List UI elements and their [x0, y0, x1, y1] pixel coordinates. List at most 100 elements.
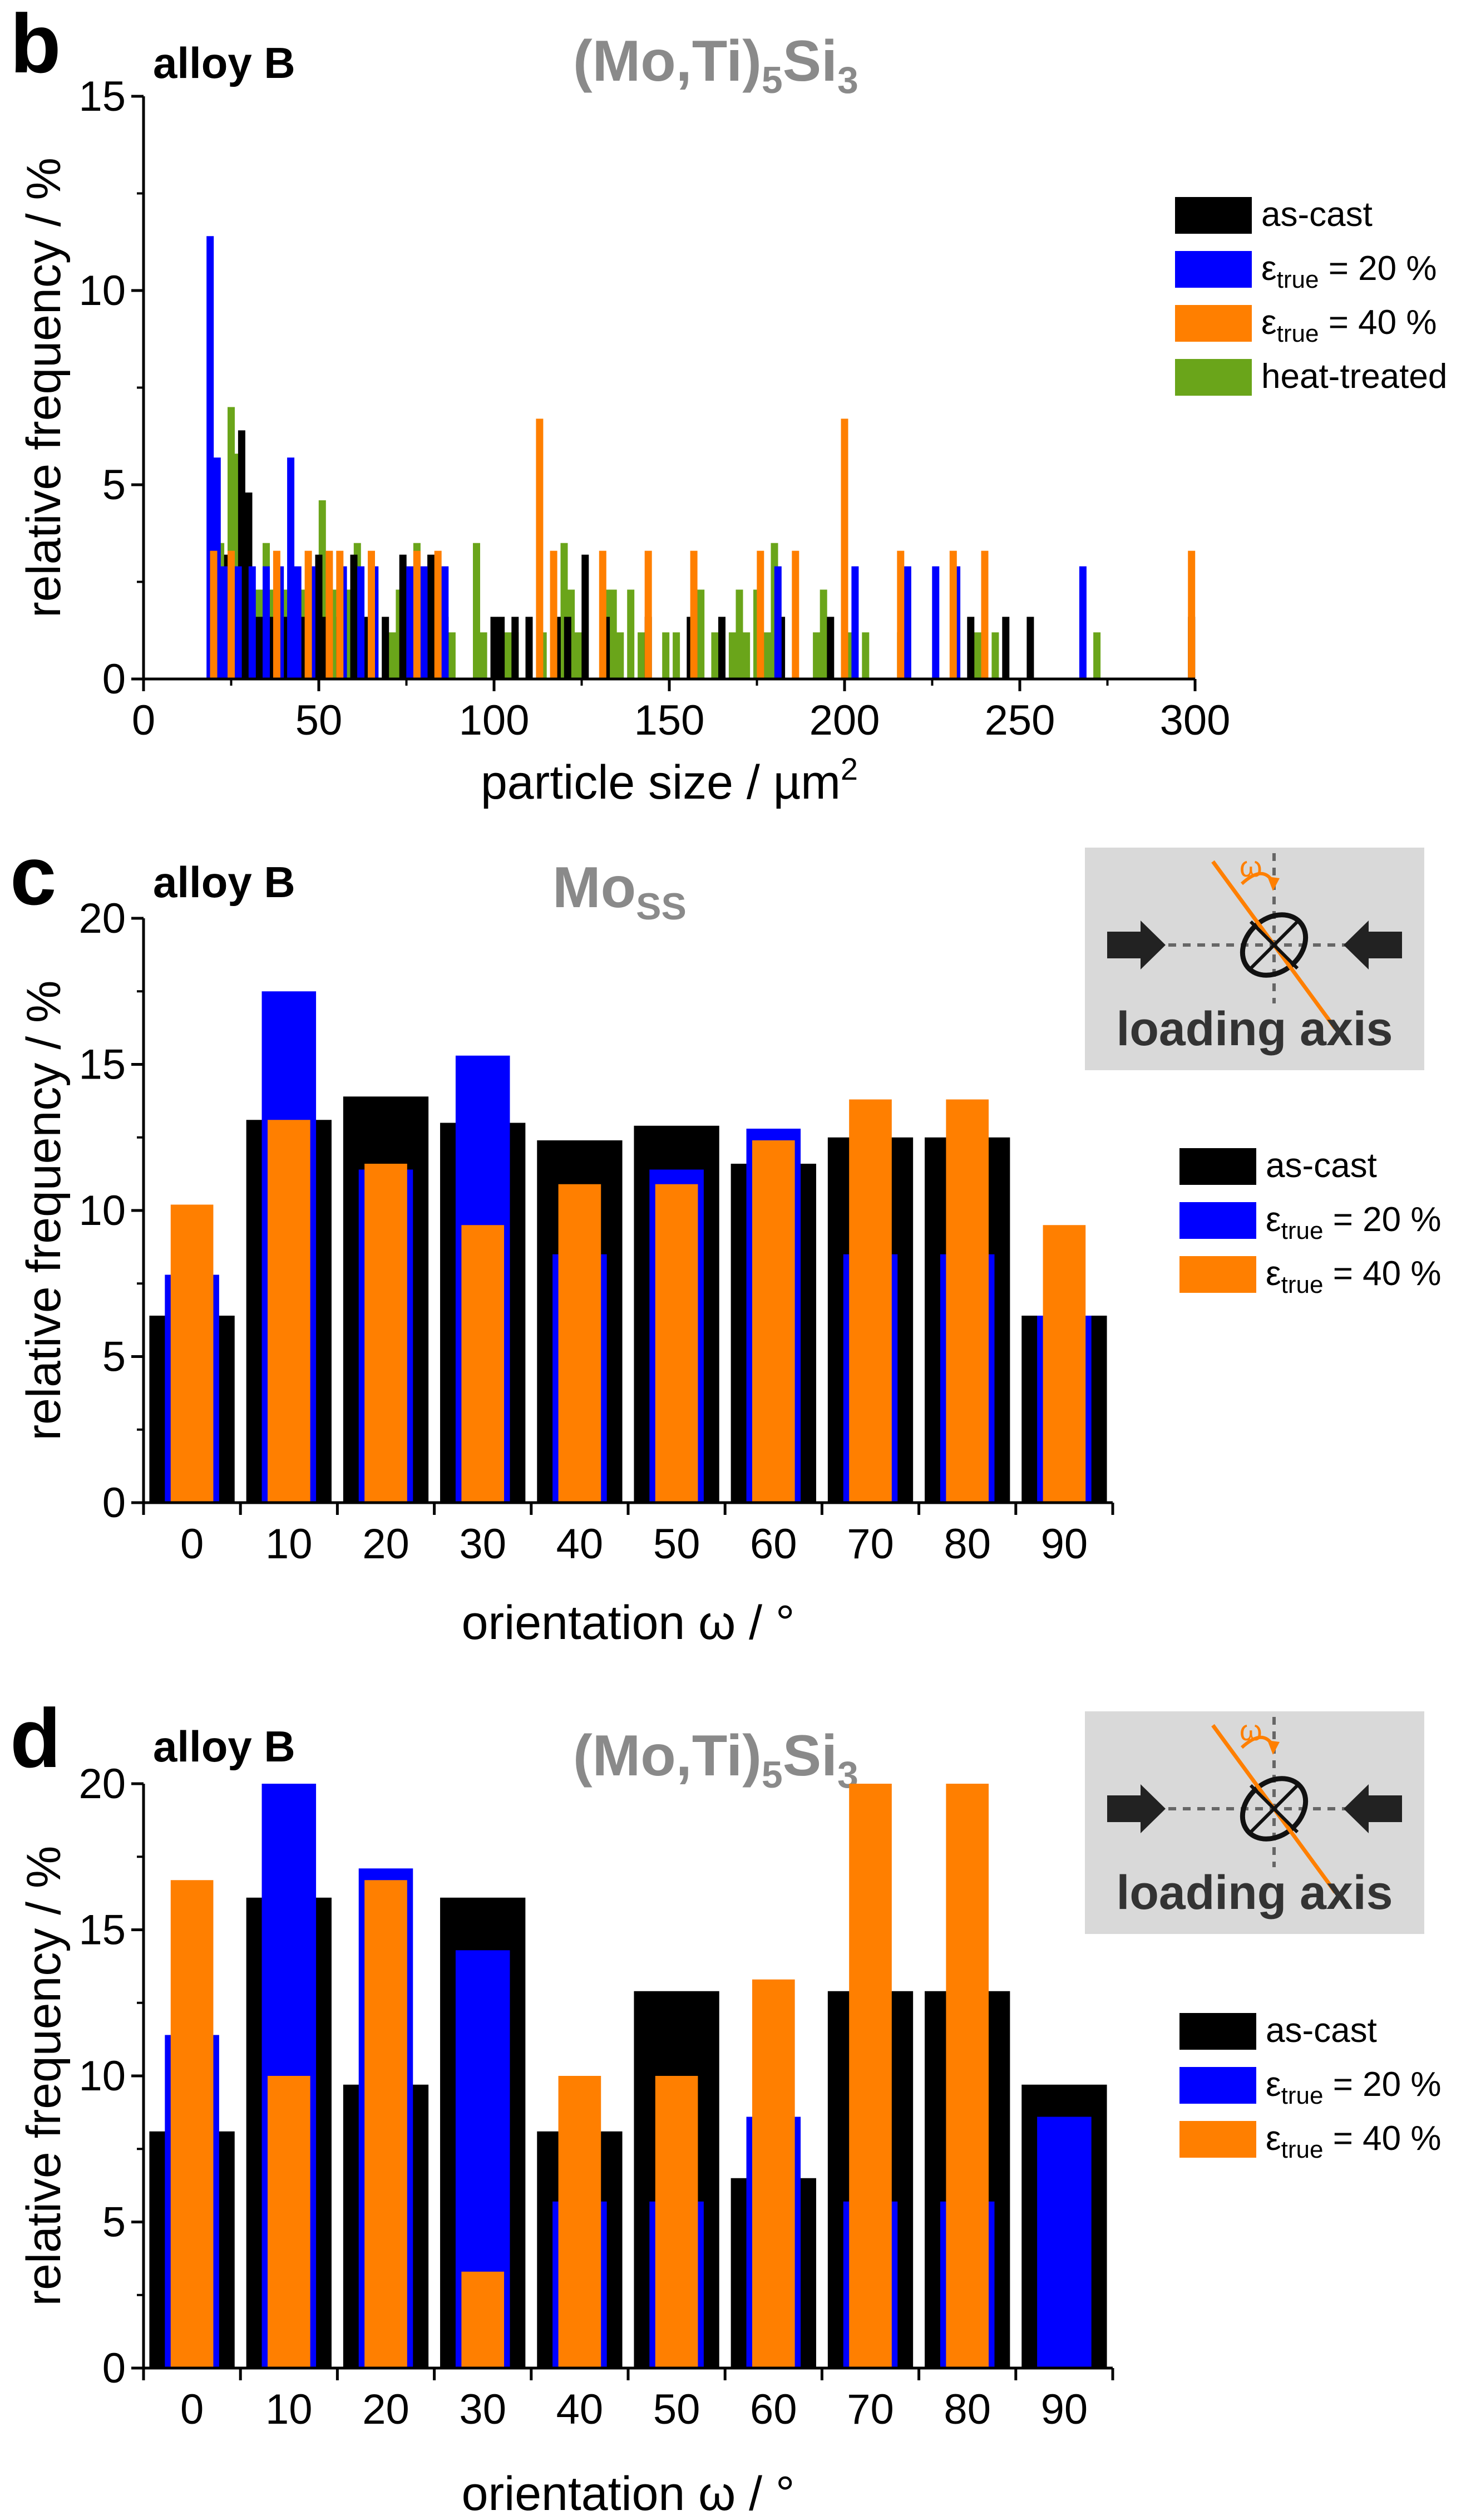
x-tick-label: 150 [634, 697, 705, 744]
x-tick-label: 0 [180, 2386, 204, 2433]
left-load-arrow [1107, 1784, 1166, 1833]
bar [655, 2076, 698, 2368]
right-load-arrow [1344, 1784, 1402, 1833]
x-tick-label: 20 [362, 1520, 409, 1568]
bar [273, 550, 280, 679]
bar [897, 550, 905, 679]
x-tick-label: 60 [750, 1520, 797, 1568]
bar [441, 566, 449, 679]
bar [325, 550, 333, 679]
bar [991, 632, 999, 679]
y-tick-label: 10 [78, 1187, 126, 1234]
bar [1188, 550, 1196, 679]
bar [364, 1164, 407, 1503]
legend-swatch-eps40 [1175, 305, 1252, 342]
bar [550, 550, 557, 679]
legend-swatch-eps20 [1179, 1202, 1256, 1239]
bar [752, 1979, 795, 2368]
x-tick-label: 30 [459, 1520, 506, 1568]
y-axis-label: relative frequency / % [17, 1846, 71, 2306]
bar [763, 632, 771, 679]
legend: as-cast εtrue = 20 % εtrue = 40 % [1179, 1146, 1441, 1298]
legend-label: as-cast [1266, 1146, 1377, 1185]
inset-caption: loading axis [1116, 1002, 1393, 1056]
bar [757, 550, 764, 679]
bar [627, 589, 635, 679]
bar [662, 632, 670, 679]
loading-axis-inset: ω loading axis [1085, 848, 1424, 1070]
x-tick-label: 90 [1041, 1520, 1088, 1568]
bar [736, 589, 743, 679]
panel-d: d alloy B (Mo,Ti)5Si3 0 5 10 15 20 0 10 20 30 40 50 60… [10, 1691, 1441, 2520]
bar [210, 550, 218, 679]
bar [849, 1099, 892, 1503]
bar [490, 617, 498, 679]
bar [718, 617, 725, 679]
x-tick-label: 80 [944, 1520, 991, 1568]
legend-swatch-as-cast [1175, 197, 1252, 234]
bar [511, 617, 519, 679]
ellipse-minor-axis [1249, 920, 1299, 970]
bar [504, 632, 512, 679]
x-tick-label: 30 [459, 2386, 506, 2433]
y-tick-label: 0 [102, 656, 126, 703]
bar [263, 566, 270, 679]
y-tick-label: 0 [102, 2345, 126, 2392]
bar [525, 617, 533, 679]
bar [564, 617, 571, 679]
series-eps40 [170, 1784, 989, 2368]
bar [368, 550, 375, 679]
x-tick-label: 0 [180, 1520, 204, 1568]
bar [558, 2076, 601, 2368]
bar [820, 589, 827, 679]
y-tick-label: 10 [78, 2053, 126, 2100]
legend-label: εtrue = 20 % [1261, 249, 1437, 293]
bar [981, 550, 989, 679]
bar [350, 554, 358, 679]
bar [267, 1120, 310, 1503]
bar [949, 550, 957, 679]
bar [294, 566, 302, 679]
right-load-arrow [1344, 921, 1402, 969]
bar [849, 1784, 892, 2368]
bar [170, 1880, 214, 2368]
x-tick-label: 40 [556, 2386, 604, 2433]
bar [946, 1784, 989, 2368]
legend-label: εtrue = 40 % [1261, 303, 1437, 347]
x-tick-label: 40 [556, 1520, 604, 1568]
phase-title: (Mo,Ti)5Si3 [573, 1724, 858, 1796]
x-tick-label: 200 [810, 697, 880, 744]
x-tick-label: 0 [132, 697, 155, 744]
bar [220, 566, 228, 679]
y-tick-label: 15 [78, 1041, 126, 1089]
x-tick-label: 50 [653, 1520, 700, 1568]
omega-arc-arrowhead [1267, 877, 1280, 891]
bar [774, 566, 782, 679]
bar [234, 566, 242, 679]
x-tick-label: 300 [1160, 697, 1231, 744]
bar [536, 419, 544, 679]
x-axis-label: orientation ω / ° [462, 2467, 795, 2520]
bar [1026, 617, 1034, 679]
bar [315, 554, 323, 679]
legend-label: heat-treated [1261, 357, 1447, 396]
bar [1002, 617, 1010, 679]
bar [388, 632, 396, 679]
bar [827, 617, 835, 679]
panel-letter: d [10, 1691, 61, 1785]
x-tick-label: 70 [847, 2386, 894, 2433]
y-tick-label: 20 [78, 895, 126, 942]
bar [974, 632, 981, 679]
bar [461, 1225, 505, 1503]
phase-title: MoSS [552, 855, 687, 928]
x-tick-label: 60 [750, 2386, 797, 2433]
bar [255, 617, 263, 679]
omega-arc-arrowhead [1267, 1740, 1280, 1755]
y-tick-label: 15 [78, 1907, 126, 1954]
inset-caption: loading axis [1116, 1866, 1393, 1919]
y-tick-label: 5 [102, 1333, 126, 1381]
x-tick-label: 50 [295, 697, 343, 744]
x-tick-label: 90 [1041, 2386, 1088, 2433]
bar [862, 632, 870, 679]
